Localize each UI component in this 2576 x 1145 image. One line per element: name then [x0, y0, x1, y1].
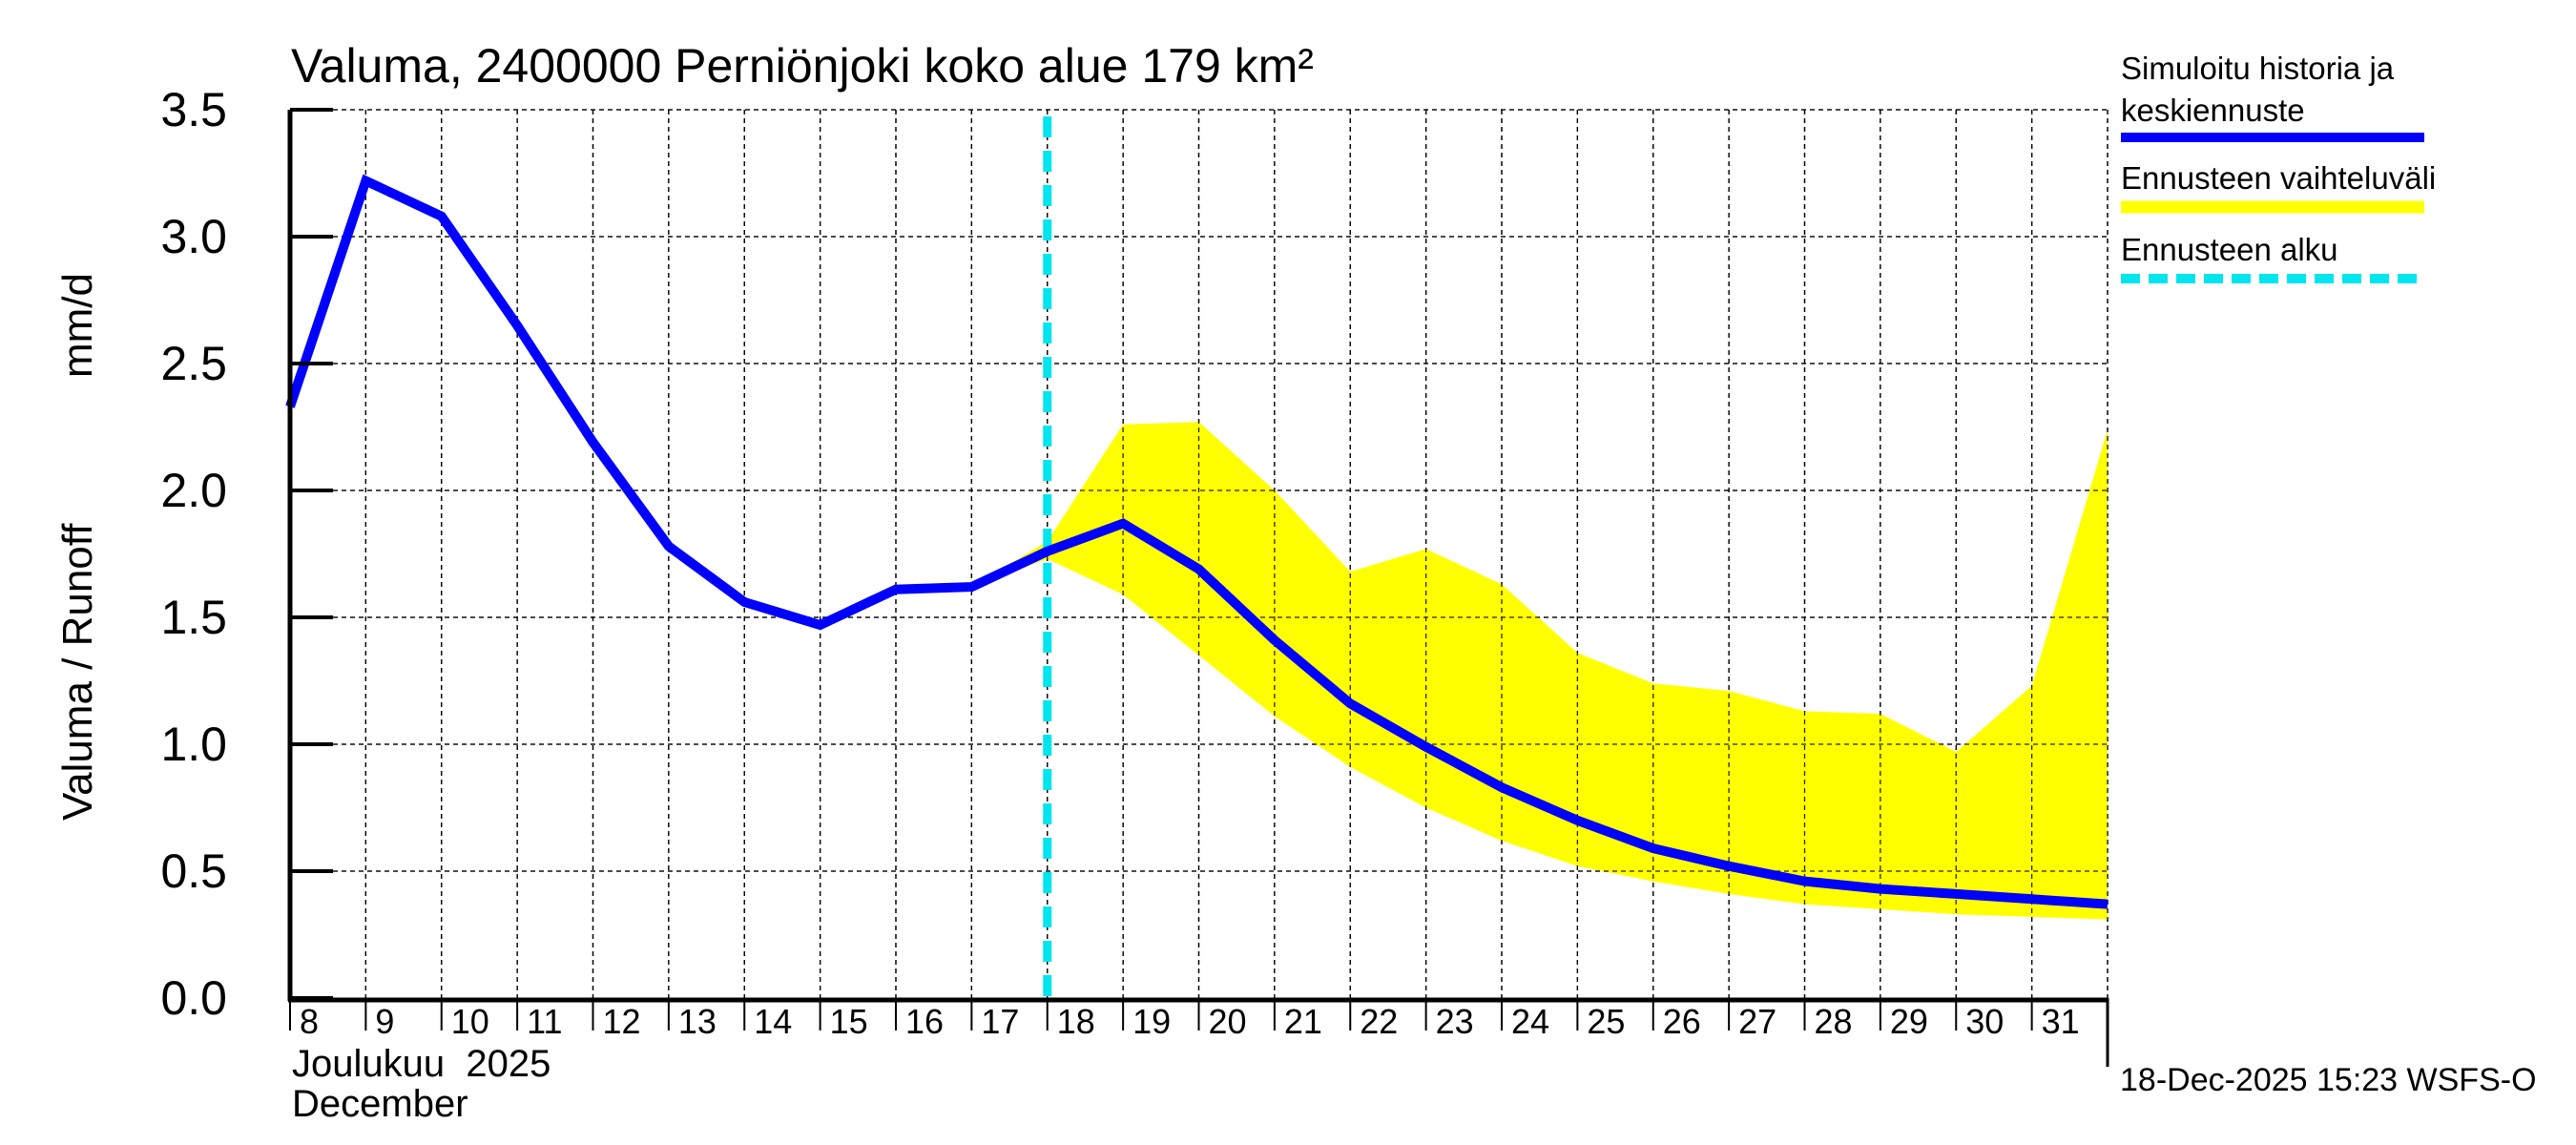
y-tick-label: 3.5 — [160, 83, 227, 136]
legend-label-forecast-start: Ennusteen alku — [2121, 232, 2338, 267]
y-ticks: 0.0 0.5 1.0 1.5 2.0 2.5 3.0 3.5 — [160, 83, 333, 1025]
x-tick-label: 28 — [1815, 1002, 1853, 1041]
y-tick-label: 3.0 — [160, 210, 227, 263]
x-tick-label: 20 — [1209, 1002, 1247, 1041]
y-tick-label: 1.0 — [160, 718, 227, 771]
x-tick-label: 18 — [1057, 1002, 1095, 1041]
legend-label-simulated: Simuloitu historia ja — [2121, 51, 2395, 86]
y-tick-label: 1.5 — [160, 591, 227, 644]
x-tick-label: 11 — [527, 1002, 562, 1041]
x-axis-month-fi: Joulukuu 2025 — [292, 1043, 551, 1085]
grid-overlay — [290, 109, 2109, 998]
x-tick-label: 29 — [1890, 1002, 1928, 1041]
x-tick-label: 19 — [1132, 1002, 1171, 1041]
x-tick-label: 27 — [1738, 1002, 1776, 1041]
x-ticks: 8 9 10 11 12 13 14 15 16 17 18 19 20 21 22 23 24 25 26 27 28… — [289, 998, 2080, 1041]
x-tick-label: 13 — [678, 1002, 717, 1041]
x-tick-label: 21 — [1284, 1002, 1322, 1041]
x-tick-label: 24 — [1511, 1002, 1549, 1041]
x-tick-label: 15 — [830, 1002, 868, 1041]
forecast-range-band — [971, 422, 2108, 920]
x-tick-label: 16 — [905, 1002, 944, 1041]
timestamp: 18-Dec-2025 15:23 WSFS-O — [2120, 1062, 2537, 1098]
x-tick-label: 10 — [451, 1002, 489, 1041]
x-tick-label: 26 — [1663, 1002, 1701, 1041]
chart-title: Valuma, 2400000 Perniönjoki koko alue 17… — [291, 39, 1314, 93]
x-tick-label: 23 — [1436, 1002, 1474, 1041]
legend-label-range: Ennusteen vaihteluväli — [2121, 160, 2436, 196]
x-tick-label: 30 — [1965, 1002, 2004, 1041]
y-axis-unit: mm/d — [54, 273, 101, 378]
x-tick-label: 22 — [1360, 1002, 1398, 1041]
legend: Simuloitu historia ja keskiennuste Ennus… — [2121, 51, 2436, 283]
x-tick-label: 25 — [1587, 1002, 1625, 1041]
y-tick-label: 2.0 — [160, 464, 227, 517]
y-tick-label: 0.5 — [160, 844, 227, 898]
x-tick-label: 8 — [300, 1002, 319, 1041]
y-axis-label: Valuma / Runoff — [54, 523, 101, 821]
x-tick-label: 14 — [754, 1002, 792, 1041]
y-tick-label: 0.0 — [160, 971, 227, 1025]
data-points — [289, 180, 2109, 905]
legend-label-simulated-line2: keskiennuste — [2121, 93, 2305, 128]
x-tick-label: 17 — [981, 1002, 1019, 1041]
x-tick-label: 31 — [2042, 1002, 2080, 1041]
x-axis-month-en: December — [292, 1083, 468, 1125]
x-tick-label: 9 — [375, 1002, 394, 1041]
y-tick-label: 2.5 — [160, 337, 227, 390]
x-tick-label: 12 — [603, 1002, 641, 1041]
